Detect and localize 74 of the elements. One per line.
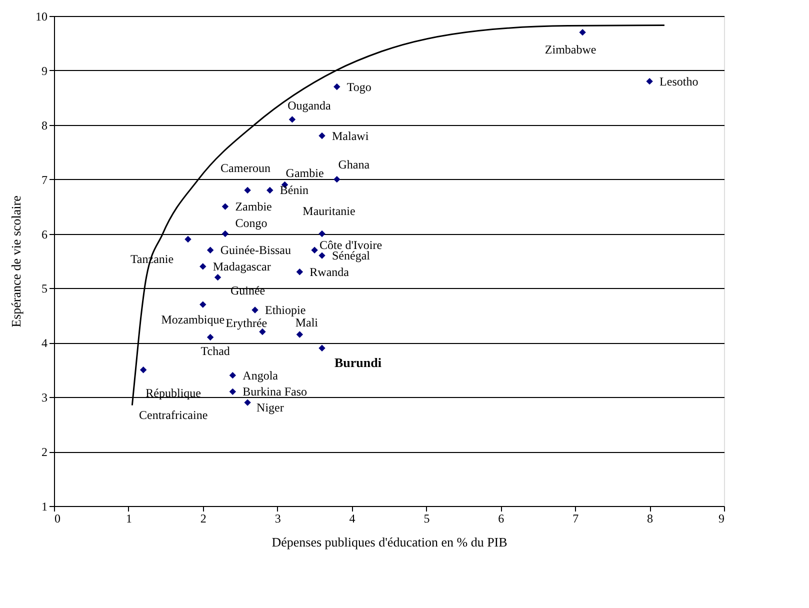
annotation: Tchad (200, 344, 230, 358)
annotation: Mali (295, 316, 319, 330)
point (214, 274, 222, 281)
point (334, 83, 340, 90)
annotation: Ethiopie (265, 303, 306, 317)
annotation: Mozambique (161, 312, 225, 327)
x-tick-label: 9 (718, 512, 724, 526)
annotation: Erythrée (226, 316, 268, 330)
point (296, 268, 304, 276)
y-tick-label: 9 (42, 64, 48, 78)
point (140, 366, 147, 374)
point (206, 334, 214, 341)
point (222, 203, 229, 210)
x-tick-label: 6 (498, 512, 504, 526)
point (334, 176, 340, 183)
y-tick-label: 3 (42, 390, 48, 405)
annotation: Congo (235, 216, 268, 230)
y-tick-label: 7 (42, 172, 48, 187)
annotation: Gambie (286, 166, 324, 180)
annotation: République Centrafricaine (139, 386, 208, 422)
x-tick-label: 5 (424, 512, 430, 526)
annotation: Burkina Faso (242, 384, 308, 399)
annotation: Mauritanie (302, 204, 356, 218)
point (266, 186, 274, 194)
point (229, 388, 236, 396)
y-tick-label: 1 (42, 500, 48, 514)
point (318, 132, 326, 140)
point (318, 344, 326, 352)
annotation: Guinée-Bissau (220, 243, 291, 258)
point (646, 78, 653, 85)
y-tick-label: 8 (42, 118, 48, 132)
point (229, 372, 236, 379)
annotation: Togo (346, 80, 372, 94)
annotation: Rwanda (310, 264, 350, 279)
y-tick-label: 2 (42, 445, 48, 460)
x-tick-label: 4 (349, 512, 356, 526)
y-tick-label: 4 (42, 336, 48, 350)
point (318, 230, 326, 238)
annotation: Angola (242, 368, 279, 382)
annotation: Niger (256, 400, 284, 415)
y-tick-label: 6 (42, 227, 48, 242)
y-tick-label: 5 (42, 282, 48, 296)
annotation: Ghana (338, 157, 370, 172)
point (244, 186, 251, 194)
annotation: Zambie (235, 200, 272, 214)
annotation: Malawi (332, 128, 370, 143)
point (311, 246, 318, 254)
annotation: Cameroun (220, 161, 271, 176)
x-tick-label: 7 (572, 512, 579, 526)
annotation: Madagascar (212, 259, 271, 274)
annotation: Lesotho (660, 74, 698, 88)
point (200, 263, 206, 270)
point (252, 306, 258, 314)
annotation: Burundi (334, 355, 382, 370)
point (288, 116, 296, 123)
x-tick-label: 1 (126, 512, 132, 526)
point (200, 301, 206, 308)
point (318, 252, 326, 259)
x-tick-label: 8 (647, 512, 654, 526)
point (222, 230, 229, 238)
point (296, 331, 304, 338)
y-axis-title: Espérance de vie scolaire (8, 195, 24, 328)
annotation: Ouganda (288, 98, 332, 112)
point (579, 28, 586, 36)
x-axis-title: Dépenses publiques d'éducation en % du PIB (272, 534, 508, 550)
x-tick-label: 0 (54, 512, 60, 526)
y-tick-label: 10 (36, 10, 48, 24)
annotation: Bénin (280, 183, 309, 198)
point (184, 236, 192, 243)
point (244, 399, 251, 406)
x-tick-label: 2 (200, 512, 206, 526)
point (206, 246, 214, 254)
x-tick-label: 3 (274, 512, 281, 526)
annotation: Zimbabwe (544, 42, 596, 56)
